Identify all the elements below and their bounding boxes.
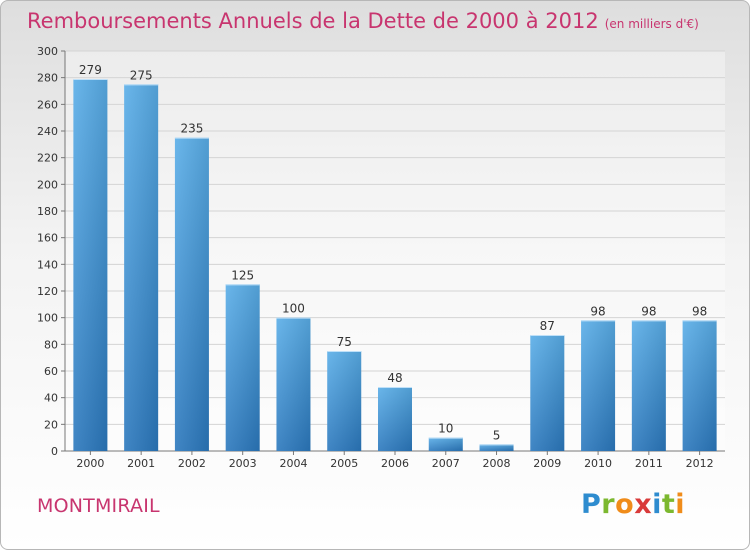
- bar-shade-2009: [530, 335, 565, 451]
- bar-shade-2004: [276, 317, 311, 451]
- bar-shade-2010: [581, 320, 616, 451]
- data-label-2012: 98: [692, 304, 707, 318]
- logo-letter: P: [581, 489, 602, 520]
- logo-letter: i: [675, 489, 686, 520]
- x-tick-label-2007: 2007: [432, 457, 460, 470]
- y-tick-label: 80: [44, 338, 58, 351]
- x-tick-label-2000: 2000: [76, 457, 104, 470]
- data-label-2006: 48: [387, 371, 402, 385]
- bar-shade-2012: [682, 320, 717, 451]
- data-label-2008: 5: [493, 428, 501, 442]
- data-label-2009: 87: [540, 319, 555, 333]
- logo-letter: t: [661, 489, 676, 520]
- proxiti-logo: Proxiti: [581, 489, 685, 520]
- logo-letter: x: [634, 489, 653, 520]
- x-tick-label-2005: 2005: [330, 457, 358, 470]
- bar-shade-2002: [174, 137, 209, 451]
- data-label-2001: 275: [130, 68, 153, 82]
- bar-shade-2005: [327, 351, 362, 451]
- x-tick-label-2008: 2008: [483, 457, 511, 470]
- x-tick-label-2012: 2012: [686, 457, 714, 470]
- y-tick-label: 40: [44, 392, 58, 405]
- y-tick-label: 0: [51, 445, 58, 458]
- bar-shade-2011: [631, 320, 666, 451]
- y-tick-label: 120: [37, 285, 58, 298]
- y-tick-label: 60: [44, 365, 58, 378]
- bar-shade-2006: [378, 387, 412, 451]
- data-labels: 279 275 235 125 100 75 48 10 5 87 98 98 98: [79, 63, 707, 442]
- y-tick-label: 200: [37, 178, 58, 191]
- x-tick-label-2001: 2001: [127, 457, 155, 470]
- chart-title-text: Remboursements Annuels de la Dette de 20…: [27, 9, 599, 33]
- x-tick-label-2010: 2010: [584, 457, 612, 470]
- data-label-2004: 100: [282, 302, 305, 316]
- city-name: MONTMIRAIL: [37, 495, 160, 517]
- y-tick-label: 140: [37, 258, 58, 271]
- y-tick-label: 300: [37, 45, 58, 58]
- y-tick-label: 280: [37, 72, 58, 85]
- logo-letter: o: [615, 489, 635, 520]
- bar-shade-2001: [124, 84, 159, 451]
- data-label-2011: 98: [641, 304, 656, 318]
- x-tick-label-2011: 2011: [635, 457, 663, 470]
- bar-shade-2000: [73, 79, 108, 451]
- data-label-2010: 98: [590, 304, 605, 318]
- x-tick-label-2003: 2003: [229, 457, 257, 470]
- data-label-2005: 75: [337, 335, 352, 349]
- x-tick-label-2006: 2006: [381, 457, 409, 470]
- y-tick-label: 100: [37, 312, 58, 325]
- y-tick-label: 160: [37, 232, 58, 245]
- bar-shade-2003: [225, 284, 260, 451]
- bar-shade-2007: [428, 437, 463, 451]
- y-tick-label: 220: [37, 152, 58, 165]
- data-label-2003: 125: [231, 268, 254, 282]
- data-label-2000: 279: [79, 63, 102, 77]
- axes: 0 20 40 60 80 100 120 140 160 180 200 220 240 260 280 3…: [37, 45, 725, 470]
- y-tick-label: 260: [37, 98, 58, 111]
- data-label-2007: 10: [438, 422, 453, 436]
- x-tick-label-2002: 2002: [178, 457, 206, 470]
- bar-shade-2008: [479, 444, 514, 451]
- logo-letter: i: [652, 489, 662, 520]
- x-tick-label-2004: 2004: [279, 457, 307, 470]
- data-label-2002: 235: [180, 122, 203, 136]
- logo-letter: r: [601, 489, 616, 520]
- y-tick-label: 20: [44, 418, 58, 431]
- y-tick-label: 180: [37, 205, 58, 218]
- bars: [73, 79, 717, 451]
- chart-title: Remboursements Annuels de la Dette de 20…: [27, 9, 699, 33]
- x-tick-label-2009: 2009: [533, 457, 561, 470]
- y-tick-label: 240: [37, 125, 58, 138]
- chart-subtitle: (en milliers d'€): [604, 17, 699, 31]
